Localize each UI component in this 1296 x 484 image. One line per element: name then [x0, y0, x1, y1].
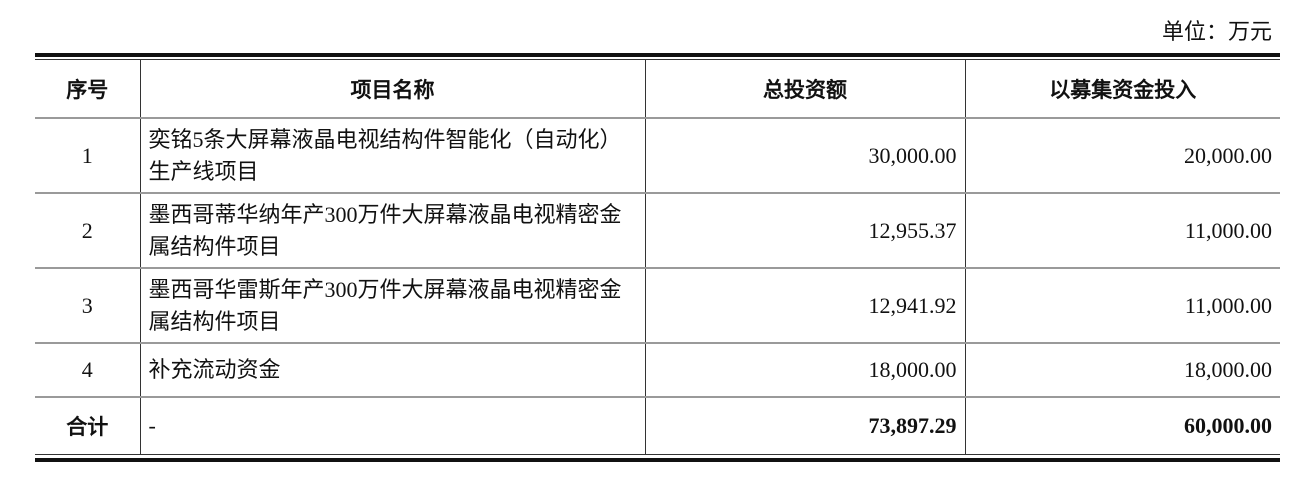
table-bottom-rule: [35, 458, 1280, 462]
row-name: 奕铭5条大屏幕液晶电视结构件智能化（自动化）生产线项目: [139, 117, 645, 193]
row-total: 18,000.00: [644, 342, 965, 397]
header-total-investment: 总投资额: [644, 60, 965, 118]
table-row: 4 补充流动资金 18,000.00 18,000.00: [35, 342, 1280, 397]
total-raised: 60,000.00: [964, 396, 1280, 454]
row-raised: 18,000.00: [964, 342, 1280, 397]
row-no: 3: [35, 267, 140, 343]
table-row: 3 墨西哥华雷斯年产300万件大屏幕液晶电视精密金属结构件项目 12,941.9…: [35, 267, 1280, 343]
table-top-rule: [35, 53, 1280, 57]
table-row: 2 墨西哥蒂华纳年产300万件大屏幕液晶电视精密金属结构件项目 12,955.3…: [35, 192, 1280, 268]
row-raised: 20,000.00: [964, 117, 1280, 193]
header-project-name: 项目名称: [139, 60, 645, 118]
table-row: 1 奕铭5条大屏幕液晶电视结构件智能化（自动化）生产线项目 30,000.00 …: [35, 117, 1280, 193]
row-name: 墨西哥蒂华纳年产300万件大屏幕液晶电视精密金属结构件项目: [139, 192, 645, 268]
row-total: 30,000.00: [644, 117, 965, 193]
total-label: 合计: [35, 396, 140, 454]
row-total: 12,955.37: [644, 192, 965, 268]
table-bottom-rule-thin: [35, 454, 1280, 455]
header-row: 序号 项目名称 总投资额 以募集资金投入: [35, 60, 1280, 118]
header-no: 序号: [66, 77, 109, 102]
unit-label: 单位：万元: [1161, 19, 1272, 44]
investment-table: 序号 项目名称 总投资额 以募集资金投入 1 奕铭5条大屏幕液晶电视结构件智能化…: [35, 53, 1280, 462]
row-raised: 11,000.00: [964, 267, 1280, 343]
total-name: -: [139, 396, 645, 454]
total-investment: 73,897.29: [644, 396, 965, 454]
row-name: 补充流动资金: [139, 342, 645, 397]
table-top-rule-thin: [35, 59, 1280, 60]
total-row: 合计 - 73,897.29 60,000.00: [35, 396, 1280, 454]
row-name: 墨西哥华雷斯年产300万件大屏幕液晶电视精密金属结构件项目: [139, 267, 645, 343]
row-no: 4: [35, 342, 140, 397]
row-no: 1: [35, 117, 140, 193]
row-no: 2: [35, 192, 140, 268]
header-raised-funds: 以募集资金投入: [964, 60, 1280, 118]
row-raised: 11,000.00: [964, 192, 1280, 268]
row-total: 12,941.92: [644, 267, 965, 343]
